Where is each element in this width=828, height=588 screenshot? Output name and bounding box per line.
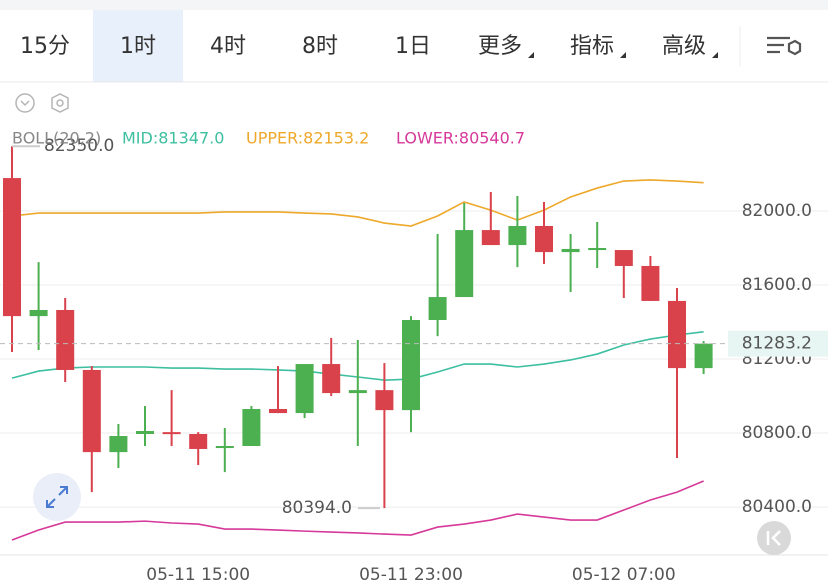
tab[interactable]: 更多 bbox=[478, 34, 522, 59]
y-tick-label: 80800.0 bbox=[742, 423, 812, 443]
y-tick-label: 82000.0 bbox=[742, 201, 812, 221]
candle-body bbox=[694, 343, 713, 369]
candle-body bbox=[56, 310, 75, 370]
settings-icon[interactable] bbox=[767, 36, 802, 56]
high-marker-label: 82350.0 bbox=[44, 136, 114, 156]
collapse-icon[interactable] bbox=[15, 93, 35, 113]
tab[interactable]: 高级 bbox=[662, 34, 706, 59]
y-tick-label: 81600.0 bbox=[742, 275, 812, 295]
legend-entry: LOWER:80540.7 bbox=[396, 129, 525, 148]
candle-body bbox=[535, 226, 553, 253]
candle-body bbox=[215, 446, 234, 449]
candle-body bbox=[242, 409, 261, 447]
candle-body bbox=[641, 265, 660, 301]
candle-body bbox=[561, 248, 580, 253]
candle-body bbox=[322, 364, 341, 394]
candle-body bbox=[588, 248, 607, 251]
low-marker-label: 80394.0 bbox=[282, 498, 352, 518]
x-tick-label: 05-11 23:00 bbox=[359, 565, 463, 585]
expand-button[interactable] bbox=[33, 473, 81, 521]
dropdown-caret bbox=[528, 52, 534, 58]
candle-body bbox=[668, 300, 686, 369]
candle-body bbox=[428, 297, 447, 320]
tab-active-bg bbox=[93, 10, 183, 82]
tab[interactable]: 15分 bbox=[20, 34, 70, 59]
candle-body bbox=[295, 364, 314, 414]
indicator-name: BOLL(20,2) bbox=[12, 129, 101, 148]
candle-body bbox=[614, 250, 633, 266]
tab[interactable]: 指标 bbox=[570, 34, 614, 59]
candle-body bbox=[162, 432, 181, 435]
reset-button[interactable] bbox=[757, 521, 791, 555]
x-tick-label: 05-12 07:00 bbox=[572, 565, 676, 585]
legend-entry: MID:81347.0 bbox=[122, 129, 224, 148]
tab[interactable]: 1时 bbox=[120, 34, 156, 59]
candle-body bbox=[508, 226, 527, 246]
candle-body bbox=[402, 320, 420, 411]
indicator-settings-icon[interactable] bbox=[51, 93, 69, 113]
candle-body bbox=[29, 310, 48, 317]
candle-body bbox=[3, 178, 21, 317]
candle-body bbox=[348, 390, 367, 394]
candle-body bbox=[136, 431, 154, 434]
tab[interactable]: 1日 bbox=[395, 34, 431, 59]
candle-body bbox=[109, 436, 128, 453]
tab-bar: 15分 1时 4时 8时 1日 更多 指标 高级 bbox=[20, 10, 718, 82]
last-price-label: 81283.2 bbox=[742, 334, 812, 354]
candle-body bbox=[189, 433, 208, 449]
last-price-box bbox=[728, 330, 828, 357]
legend-entry: UPPER:82153.2 bbox=[246, 129, 369, 148]
candle-body bbox=[481, 230, 500, 246]
tab[interactable]: 4时 bbox=[210, 34, 246, 59]
dropdown-caret bbox=[712, 52, 718, 58]
dropdown-caret bbox=[620, 52, 626, 58]
candle-body bbox=[455, 230, 474, 298]
tab[interactable]: 8时 bbox=[302, 34, 338, 59]
plot-area: 80400.080800.081200.081600.082000.005-11… bbox=[0, 129, 828, 585]
x-tick-label: 05-11 15:00 bbox=[146, 565, 250, 585]
candle-body bbox=[375, 390, 394, 411]
y-tick-label: 80400.0 bbox=[742, 497, 812, 517]
candle-body bbox=[82, 369, 101, 453]
status-strip bbox=[0, 0, 828, 10]
boll-line bbox=[11, 480, 704, 541]
candle-body bbox=[269, 409, 287, 414]
boll-line bbox=[11, 179, 704, 227]
